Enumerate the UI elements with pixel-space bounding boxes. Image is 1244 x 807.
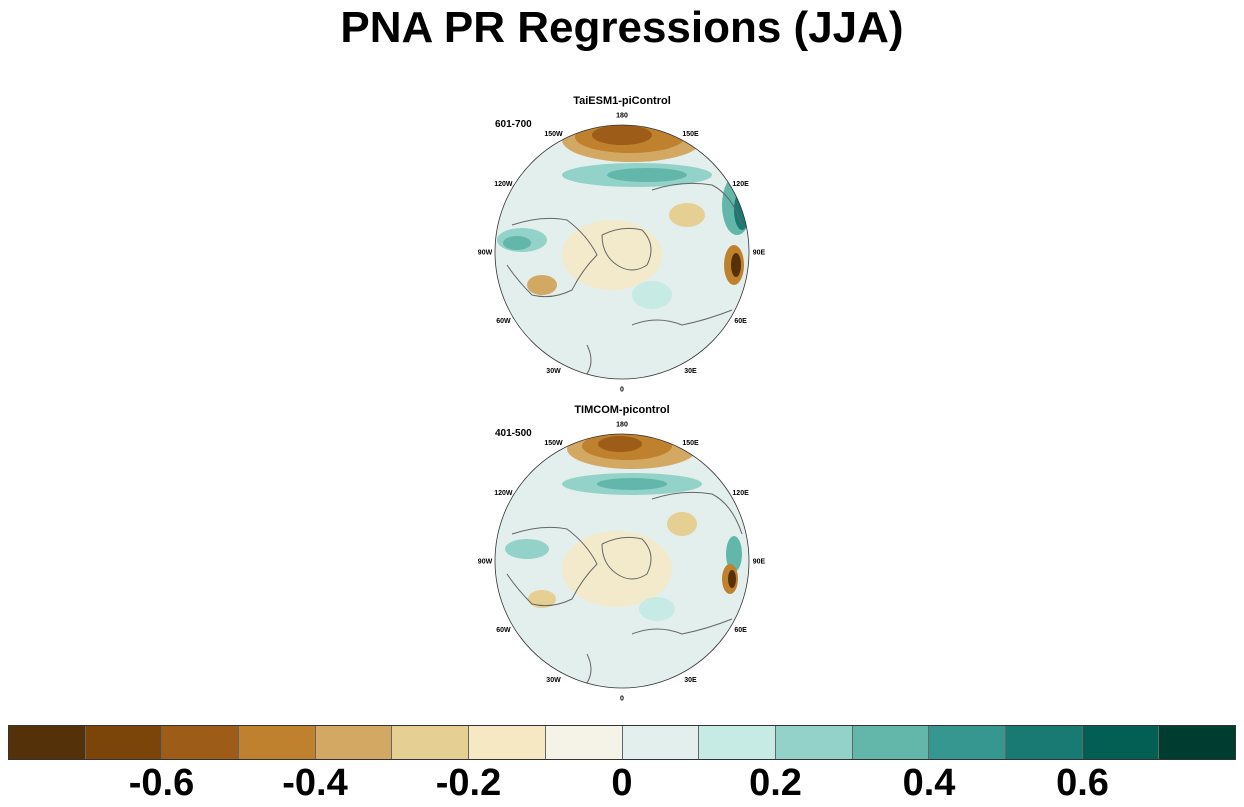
longitude-label: 30E <box>684 368 697 375</box>
colorbar-swatch <box>1082 726 1160 759</box>
longitude-label: 60E <box>734 627 747 634</box>
colorbar-swatch <box>239 726 316 759</box>
longitude-label: 150W <box>544 440 563 447</box>
longitude-label: 90W <box>478 250 493 257</box>
longitude-label: 180 <box>616 422 628 429</box>
colorbar-swatch <box>315 726 393 759</box>
longitude-label: 60W <box>496 318 511 325</box>
longitude-label: 120W <box>494 490 513 497</box>
colorbar-swatch <box>85 726 163 759</box>
longitude-label: 0 <box>620 387 624 394</box>
longitude-label: 60E <box>734 318 747 325</box>
colorbar-swatch <box>699 726 776 759</box>
panel-title: TIMCOM-picontrol <box>574 404 670 416</box>
polar-map: 180 150E 120E 90E 60E 30E 0 30W 60W 90W 120W 150W <box>478 422 766 703</box>
colorbar-swatch <box>1159 726 1235 759</box>
colorbar-swatch <box>929 726 1006 759</box>
panel-title: TaiESM1-piControl <box>573 95 671 107</box>
colorbar-tick-label: 0 <box>611 762 633 804</box>
longitude-label: 120E <box>732 181 749 188</box>
colorbar-swatch <box>1005 726 1083 759</box>
figure-title: PNA PR Regressions (JJA) <box>340 3 904 52</box>
colorbar-swatch <box>852 726 930 759</box>
colorbar-swatch <box>162 726 240 759</box>
colorbar-tick-label: -0.4 <box>282 762 348 804</box>
panel-years: 601-700 <box>495 119 532 130</box>
colorbar-swatch <box>775 726 853 759</box>
colorbar-swatch <box>9 726 86 759</box>
colorbar-swatch <box>545 726 623 759</box>
longitude-label: 90E <box>753 559 766 566</box>
colorbar-tick-label: 0.2 <box>749 762 802 804</box>
longitude-label: 120E <box>732 490 749 497</box>
map-panel-timcom: TIMCOM-picontrol 401-500 1 <box>472 404 772 704</box>
longitude-label: 60W <box>496 627 511 634</box>
colorbar-swatch <box>392 726 470 759</box>
longitude-label: 0 <box>620 696 624 703</box>
longitude-label: 30E <box>684 677 697 684</box>
colorbar-swatch <box>622 726 700 759</box>
panel-years: 401-500 <box>495 428 532 439</box>
colorbar-tick-label: 0.6 <box>1056 762 1109 804</box>
longitude-label: 30W <box>546 677 561 684</box>
longitude-label: 150W <box>544 131 563 138</box>
colorbar <box>8 725 1236 760</box>
colorbar-tick-label: -0.2 <box>435 762 502 804</box>
longitude-label: 150E <box>682 131 699 138</box>
polar-map: 180 150E 120E 90E 60E 30E 0 30W 60W 90W 120W 150W <box>478 113 766 394</box>
longitude-label: 120W <box>494 181 513 188</box>
longitude-label: 150E <box>682 440 699 447</box>
longitude-label: 180 <box>616 113 628 120</box>
colorbar-tick-label: -0.6 <box>128 762 195 804</box>
colorbar-swatch <box>469 726 546 759</box>
longitude-label: 90W <box>478 559 493 566</box>
map-panel-taiesm1: TaiESM1-piControl 601-700 <box>472 95 772 395</box>
longitude-label: 30W <box>546 368 561 375</box>
colorbar-tick-label: 0.4 <box>902 762 956 804</box>
longitude-label: 90E <box>753 250 766 257</box>
